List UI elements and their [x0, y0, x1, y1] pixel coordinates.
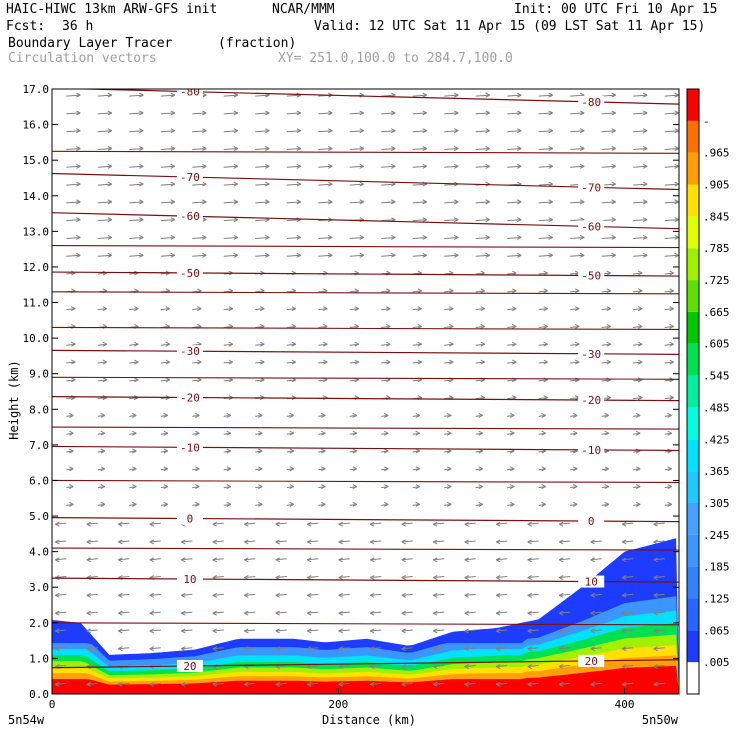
colorbar-swatch: [687, 662, 699, 694]
y-tick-label: 6.0: [29, 474, 49, 487]
colorbar-label: .725: [703, 274, 730, 287]
temperature-contour: [52, 427, 679, 429]
tracer-shading: [52, 538, 679, 694]
colorbar-swatch: [687, 471, 699, 503]
y-tick-label: 5.0: [29, 510, 49, 523]
colorbar-swatch: [687, 567, 699, 599]
y-tick-label: 2.0: [29, 617, 49, 630]
contour-label: -60: [180, 210, 200, 223]
colorbar-swatch: [687, 630, 699, 662]
contour-label: -80: [180, 86, 200, 99]
contour-label: -30: [581, 348, 601, 361]
x-axis-label: Distance (km): [322, 713, 416, 727]
y-tick-label: 16.0: [23, 119, 50, 132]
colorbar-label: .485: [703, 401, 730, 414]
colorbar-label: .905: [703, 179, 730, 192]
colorbar: .005 .065 .125 .185 .245 .305 .365 .425 .485 .545…: [687, 89, 730, 694]
temperature-contour: [52, 548, 679, 550]
colorbar-label: .845: [703, 210, 730, 223]
contour-label: -10: [180, 441, 200, 454]
contour-label: -70: [581, 181, 601, 194]
contour-label: 20: [183, 660, 196, 673]
contour-label: 10: [585, 576, 598, 589]
y-tick-label: 15.0: [23, 154, 50, 167]
colorbar-label: .305: [703, 497, 730, 510]
colorbar-swatch: [687, 439, 699, 471]
colorbar-swatch: [687, 535, 699, 567]
contour-label: -30: [180, 345, 200, 358]
x-tick-label: 0: [49, 698, 56, 711]
y-tick-label: 4.0: [29, 546, 49, 559]
x-tick-label: 200: [328, 698, 348, 711]
colorbar-swatch: [687, 344, 699, 376]
contour-label: 0: [187, 512, 194, 525]
y-tick-label: 10.0: [23, 332, 50, 345]
colorbar-label: -: [703, 115, 710, 128]
colorbar-label: .365: [703, 465, 730, 478]
colorbar-swatch: [687, 153, 699, 185]
contour-label: 10: [183, 573, 196, 586]
colorbar-swatch: [687, 407, 699, 439]
colorbar-label: .005: [703, 656, 730, 669]
contour-label: -20: [581, 394, 601, 407]
y-tick-label: 13.0: [23, 225, 50, 238]
y-tick-label: 14.0: [23, 190, 50, 203]
temperature-contour: [52, 377, 679, 379]
colorbar-label: .125: [703, 592, 730, 605]
colorbar-label: .965: [703, 147, 730, 160]
y-tick-label: 9.0: [29, 368, 49, 381]
contour-label: -60: [581, 220, 601, 233]
contour-label: 0: [588, 515, 595, 528]
y-tick-label: 8.0: [29, 403, 49, 416]
y-tick-label: 12.0: [23, 261, 50, 274]
y-tick-label: 1.0: [29, 652, 49, 665]
colorbar-swatch: [687, 89, 699, 121]
colorbar-swatch: [687, 248, 699, 280]
y-axis-label: Height (km): [7, 360, 21, 439]
temperature-contour: [52, 151, 679, 153]
colorbar-label: .245: [703, 529, 730, 542]
temperature-contour: [52, 292, 679, 294]
x-tick-label: 400: [615, 698, 635, 711]
colorbar-label: .065: [703, 624, 730, 637]
colorbar-label: .545: [703, 370, 730, 383]
contour-label: -70: [180, 171, 200, 184]
colorbar-swatch: [687, 376, 699, 408]
colorbar-swatch: [687, 598, 699, 630]
y-tick-label: 7.0: [29, 439, 49, 452]
colorbar-swatch: [687, 503, 699, 535]
colorbar-label: .425: [703, 433, 730, 446]
temperature-contours: -80 -80 -70 -70 -60 -60 -50 -50 -30 -30 -20 -20 -10 -…: [52, 86, 679, 673]
colorbar-swatch: [687, 216, 699, 248]
colorbar-label: .605: [703, 338, 730, 351]
contour-label: -80: [581, 96, 601, 109]
contour-label: -50: [180, 267, 200, 280]
colorbar-swatch: [687, 280, 699, 312]
temperature-contour: [52, 480, 679, 482]
colorbar-label: .665: [703, 306, 730, 319]
contour-label: 20: [585, 655, 598, 668]
colorbar-swatch: [687, 185, 699, 217]
colorbar-label: .185: [703, 561, 730, 574]
contour-label: -20: [180, 391, 200, 404]
y-tick-label: 11.0: [23, 297, 50, 310]
y-tick-label: 0.0: [29, 688, 49, 701]
x-end-label: 5n50w: [642, 713, 679, 727]
temperature-contour: [52, 246, 679, 248]
colorbar-label: .785: [703, 242, 730, 255]
y-tick-label: 3.0: [29, 581, 49, 594]
y-tick-label: 17.0: [23, 83, 50, 96]
colorbar-swatch: [687, 121, 699, 153]
colorbar-swatch: [687, 312, 699, 344]
contour-label: -10: [581, 444, 601, 457]
temperature-contour: [52, 327, 679, 329]
x-start-label: 5n54w: [8, 713, 45, 727]
contour-label: -50: [581, 269, 601, 282]
